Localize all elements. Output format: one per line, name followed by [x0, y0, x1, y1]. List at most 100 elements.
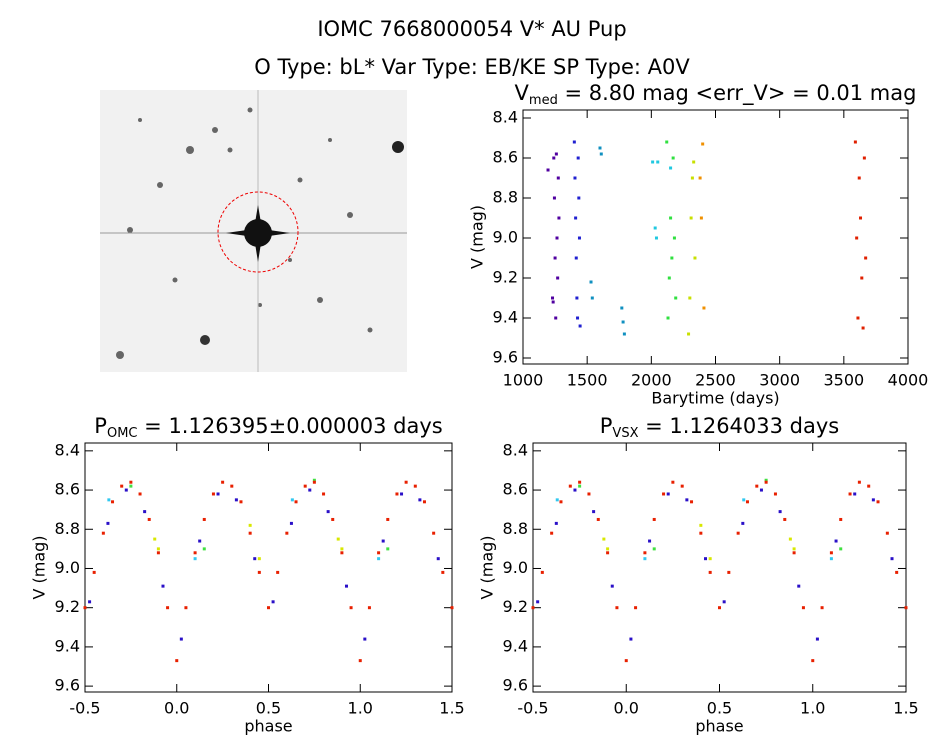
data-point	[829, 551, 833, 555]
data-point	[685, 498, 689, 502]
data-point	[556, 276, 560, 280]
data-point	[554, 521, 558, 525]
y-tick-label: 8.8	[55, 519, 80, 538]
data-point	[331, 517, 335, 521]
y-tick-label: 9.2	[503, 597, 528, 616]
figure-title: IOMC 7668000054 V* AU Pup	[317, 17, 626, 41]
data-point	[129, 480, 133, 484]
data-point	[876, 500, 880, 504]
x-tick-label: 4000	[888, 371, 929, 390]
data-point	[432, 531, 436, 535]
data-point	[556, 176, 560, 180]
data-point	[741, 521, 745, 525]
y-tick-label: 9.6	[55, 676, 80, 695]
data-point	[285, 531, 289, 535]
data-point	[276, 570, 280, 574]
data-point	[101, 531, 105, 535]
y-axis-label: V (mag)	[30, 535, 49, 599]
data-point	[699, 531, 703, 535]
data-point	[211, 492, 215, 496]
title-sub: med	[529, 93, 558, 108]
data-point	[736, 531, 740, 535]
data-point	[267, 606, 270, 610]
x-tick-label: -0.5	[517, 699, 548, 718]
x-tick-label: 1.5	[893, 699, 918, 718]
data-point	[294, 500, 298, 504]
data-point	[689, 216, 693, 220]
data-point	[701, 142, 705, 146]
y-tick-label: 8.6	[493, 148, 518, 167]
data-point	[829, 557, 833, 561]
data-point	[386, 547, 390, 551]
data-point	[143, 510, 147, 514]
data-point	[853, 140, 857, 144]
data-point	[367, 606, 371, 610]
data-point	[552, 196, 556, 200]
data-point	[574, 256, 578, 260]
title-rest: = 1.1264033 days	[638, 414, 839, 438]
data-point	[413, 484, 417, 488]
data-point	[764, 480, 768, 484]
data-point	[811, 659, 815, 663]
data-point	[598, 146, 602, 150]
data-point	[778, 510, 782, 514]
data-point	[699, 523, 703, 527]
data-point	[652, 517, 656, 521]
title-main: V	[515, 81, 530, 105]
title-rest: = 1.126395±0.000003 days	[138, 414, 443, 438]
data-point	[622, 332, 626, 336]
data-point	[856, 316, 860, 320]
data-point	[634, 606, 638, 610]
data-point	[551, 296, 555, 300]
data-point	[83, 606, 87, 610]
data-point	[198, 539, 202, 543]
chart-title: POMC = 1.126395±0.000003 days	[94, 414, 442, 441]
y-tick-label: 8.4	[493, 108, 518, 127]
aperture	[217, 191, 299, 273]
data-point	[202, 547, 206, 551]
x-tick-label: 1500	[567, 371, 608, 390]
data-point	[698, 176, 702, 180]
data-point	[555, 498, 559, 502]
x-tick-label: 0.5	[707, 699, 732, 718]
data-point	[193, 557, 197, 561]
data-point	[395, 492, 399, 496]
data-point	[153, 537, 157, 541]
data-point	[450, 606, 454, 610]
data-point	[690, 500, 694, 504]
data-point	[88, 600, 92, 604]
data-point	[834, 539, 838, 543]
data-point	[590, 296, 594, 300]
data-point	[797, 584, 801, 588]
x-tick-label: 1000	[503, 371, 544, 390]
x-tick-label: 1.5	[439, 699, 464, 718]
data-point	[615, 606, 619, 610]
data-point	[239, 500, 243, 504]
data-point	[693, 256, 697, 260]
data-point	[643, 557, 647, 561]
data-point	[271, 600, 275, 604]
bright-star-core	[244, 219, 272, 247]
y-tick-label: 8.8	[493, 188, 518, 207]
data-point	[672, 236, 676, 240]
chart-title: PVSX = 1.1264033 days	[600, 414, 840, 441]
data-point	[755, 484, 759, 488]
data-point	[248, 531, 252, 535]
data-point	[540, 570, 544, 574]
data-point	[702, 306, 706, 310]
data-point	[577, 196, 581, 200]
data-point	[764, 478, 768, 482]
data-point	[671, 480, 675, 484]
data-point	[257, 557, 261, 561]
data-point	[202, 517, 206, 521]
data-point	[857, 176, 861, 180]
data-point	[652, 547, 656, 551]
stars	[116, 107, 404, 359]
data-point	[885, 531, 889, 535]
data-point	[792, 551, 796, 555]
data-point	[441, 570, 445, 574]
data-point	[759, 488, 763, 492]
data-point	[890, 557, 894, 561]
data-point	[349, 606, 353, 610]
